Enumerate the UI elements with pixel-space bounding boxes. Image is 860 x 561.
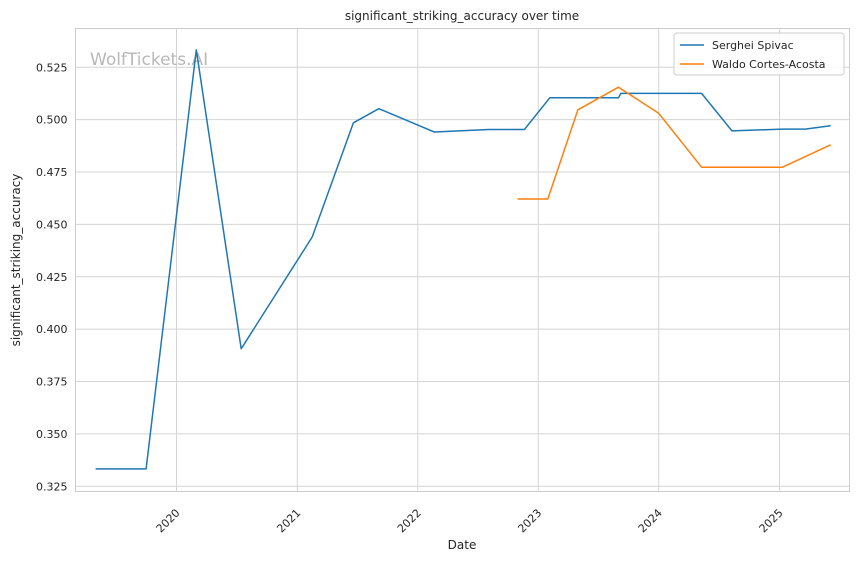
y-tick-label: 0.450 bbox=[36, 218, 68, 231]
legend-label: Serghei Spivac bbox=[712, 39, 794, 52]
x-tick-label: 2025 bbox=[757, 506, 786, 535]
x-axis-ticks: 2020 2021 2022 2023 2024 2025 bbox=[154, 506, 786, 535]
series-line-1 bbox=[95, 49, 831, 470]
legend: Serghei Spivac Waldo Cortes-Acosta bbox=[673, 32, 845, 76]
y-tick-label: 0.350 bbox=[36, 428, 68, 441]
legend-label: Waldo Cortes-Acosta bbox=[712, 58, 826, 71]
x-axis-label: Date bbox=[448, 538, 477, 552]
x-tick-label: 2021 bbox=[274, 506, 303, 535]
series-lines bbox=[95, 49, 832, 470]
y-tick-label: 0.525 bbox=[36, 61, 68, 74]
legend-box bbox=[673, 32, 845, 76]
y-tick-label: 0.475 bbox=[36, 166, 68, 179]
y-tick-label: 0.400 bbox=[36, 323, 68, 336]
watermark: WolfTickets.AI bbox=[90, 50, 208, 70]
y-tick-label: 0.425 bbox=[36, 271, 68, 284]
x-tick-label: 2024 bbox=[636, 506, 665, 535]
y-axis-label: significant_striking_accuracy bbox=[9, 174, 23, 347]
grid bbox=[75, 28, 850, 492]
series-line-2 bbox=[517, 86, 832, 200]
x-tick-label: 2023 bbox=[515, 506, 544, 535]
y-tick-label: 0.375 bbox=[36, 376, 68, 389]
x-tick-label: 2022 bbox=[395, 506, 424, 535]
y-axis-ticks: 0.325 0.350 0.375 0.400 0.425 0.450 0.475 0.500… bbox=[36, 61, 68, 493]
chart-title: significant_striking_accuracy over time bbox=[345, 9, 579, 23]
plot-area bbox=[75, 28, 850, 492]
x-tick-label: 2020 bbox=[154, 506, 183, 535]
y-tick-label: 0.500 bbox=[36, 114, 68, 127]
y-tick-label: 0.325 bbox=[36, 480, 68, 493]
